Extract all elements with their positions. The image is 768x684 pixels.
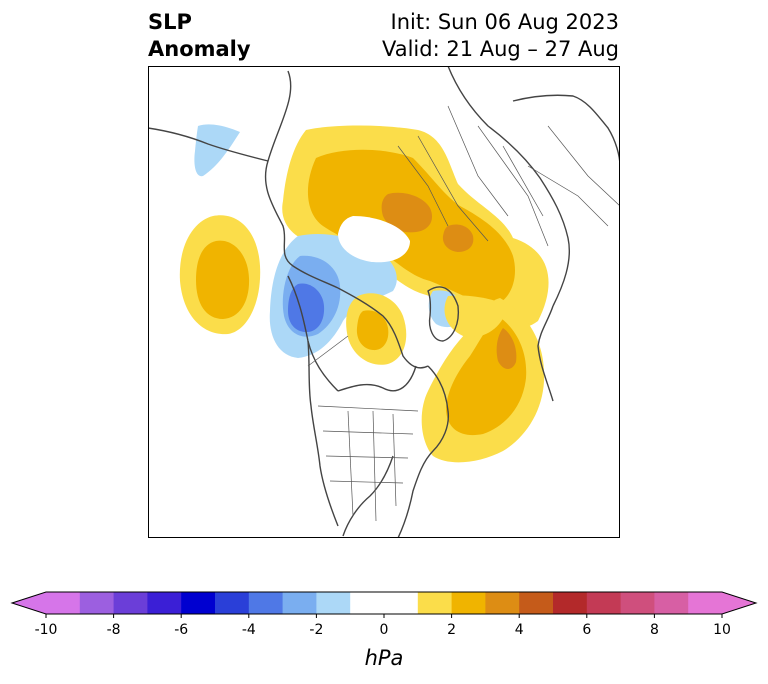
colorbar-unit: hPa (364, 646, 404, 670)
valid-range: Valid: 21 Aug – 27 Aug (381, 37, 619, 61)
colorbar-segment (620, 592, 655, 614)
run-info: Init: Sun 06 Aug 2023 Valid: 21 Aug – 27… (382, 9, 619, 63)
colorbar-extend-over (722, 592, 756, 614)
colorbar-extend-under (12, 592, 46, 614)
colorbar-tick-label: -6 (174, 622, 188, 638)
colorbar-segment (654, 592, 689, 614)
anomaly-fill-central-asia-high (282, 125, 549, 330)
anomaly-fill-north-pacific-high (179, 215, 261, 335)
colorbar-segment (350, 592, 419, 614)
colorbar-tick-label: -2 (309, 622, 323, 638)
colorbar-segment (147, 592, 182, 614)
colorbar-tick-label: 6 (582, 622, 591, 638)
map-frame (148, 66, 620, 538)
colorbar-tick-label: -10 (35, 622, 58, 638)
colorbar-tick-label: 8 (650, 622, 659, 638)
colorbar-tick-label: 4 (515, 622, 524, 638)
colorbar-segment (451, 592, 486, 614)
anomaly-fill-siberia-low-gap (338, 216, 410, 263)
title-line-2: Anomaly (148, 37, 251, 61)
anomaly-fill-alaska-low (194, 124, 466, 358)
map-title: SLP Anomaly (148, 9, 251, 63)
political-borders (307, 105, 620, 522)
init-date: Init: Sun 06 Aug 2023 (390, 10, 619, 34)
colorbar-segment (181, 592, 216, 614)
colorbar-segment (316, 592, 351, 614)
colorbar-segment (282, 592, 317, 614)
colorbar-segment (417, 592, 453, 614)
coastlines (148, 66, 620, 538)
colorbar-tick-label: 2 (447, 622, 456, 638)
colorbar-segment (215, 592, 250, 614)
colorbar-tick-label: 10 (713, 622, 731, 638)
colorbar-segment (586, 592, 622, 614)
anomaly-fill-beaufort-high (346, 293, 407, 365)
colorbar-segment (113, 592, 148, 614)
colorbar-tick-label: -8 (107, 622, 121, 638)
title-line-1: SLP (148, 10, 192, 34)
colorbar-tick-label: 0 (380, 622, 389, 638)
colorbar-segment (46, 592, 81, 614)
colorbar-tick-label: -4 (242, 622, 256, 638)
colorbar-segment (519, 592, 554, 614)
anomaly-fill-europe-extension (444, 295, 508, 338)
colorbar-segment (688, 592, 723, 614)
colorbar-segment (553, 592, 588, 614)
colorbar: -10 -8 -6 -4 -2 0 2 4 6 8 10 (10, 591, 758, 638)
colorbar-segment (248, 592, 284, 614)
colorbar-segment (79, 592, 115, 614)
anomaly-fill-north-atlantic-high (421, 298, 545, 463)
slp-anomaly-map (148, 66, 620, 538)
colorbar-segment (485, 592, 520, 614)
